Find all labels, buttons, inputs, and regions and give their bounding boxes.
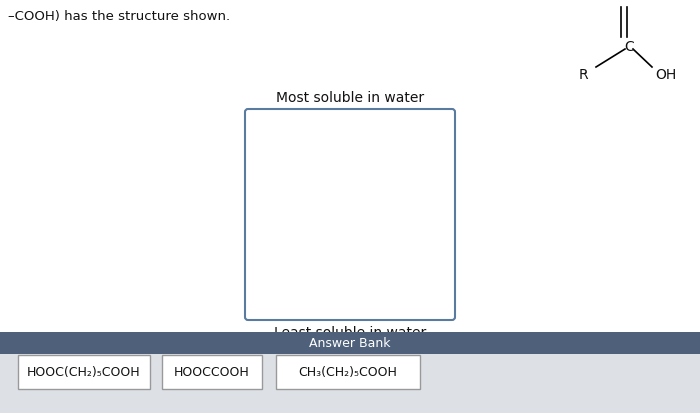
Text: –COOH) has the structure shown.: –COOH) has the structure shown. [8,10,230,23]
FancyBboxPatch shape [245,110,455,320]
Text: HOOCCOOH: HOOCCOOH [174,366,250,379]
FancyBboxPatch shape [162,355,262,389]
Text: R: R [578,68,588,82]
Text: HOOC(CH₂)₅COOH: HOOC(CH₂)₅COOH [27,366,141,379]
FancyBboxPatch shape [0,354,700,413]
Text: CH₃(CH₂)₅COOH: CH₃(CH₂)₅COOH [299,366,398,379]
Text: Most soluble in water: Most soluble in water [276,91,424,105]
FancyBboxPatch shape [0,332,700,354]
Text: Answer Bank: Answer Bank [309,337,391,350]
Text: C: C [624,40,634,54]
FancyBboxPatch shape [18,355,150,389]
Text: OH: OH [655,68,676,82]
Text: Least soluble in water: Least soluble in water [274,325,426,339]
FancyBboxPatch shape [276,355,420,389]
